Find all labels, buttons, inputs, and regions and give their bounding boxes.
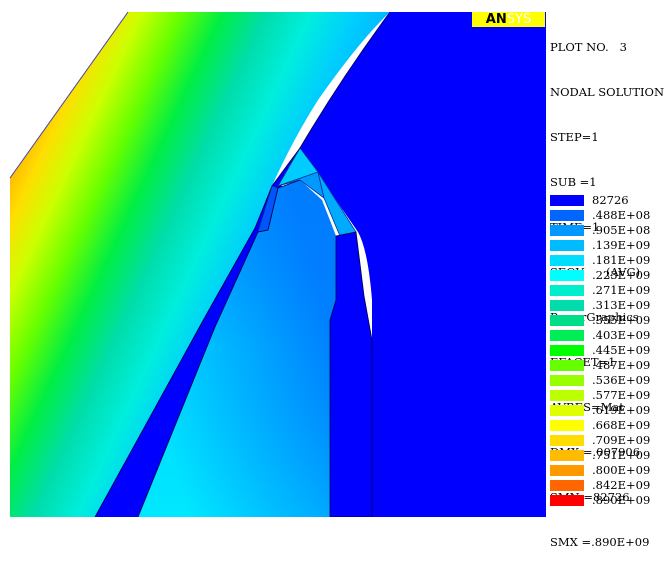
legend-row: .313E+09 (550, 298, 669, 313)
smx-value: SMX =.890E+09 (550, 535, 650, 549)
legend-swatch (550, 210, 584, 221)
legend-swatch (550, 240, 584, 251)
stress-contour-plot (9, 11, 546, 517)
legend-row: .223E+09 (550, 268, 669, 283)
legend-row: .403E+09 (550, 328, 669, 343)
legend-row: .709E+09 (550, 433, 669, 448)
legend-label: .890E+09 (592, 493, 651, 507)
solution-type: NODAL SOLUTION (550, 85, 665, 99)
inner-interface-edge (137, 179, 301, 517)
logo-text-an: AN (485, 12, 507, 27)
legend-label: .668E+09 (592, 418, 651, 432)
inner-shading (138, 180, 336, 517)
legend-label: .577E+09 (592, 388, 651, 402)
legend-swatch (550, 285, 584, 296)
legend-swatch (550, 390, 584, 401)
legend-row: .842E+09 (550, 478, 669, 493)
step-value: STEP=1 (550, 130, 599, 144)
legend-label: .271E+09 (592, 283, 651, 297)
legend-swatch (550, 435, 584, 446)
outer-interface-edge (94, 11, 391, 517)
legend-label: .355E+09 (592, 313, 651, 327)
legend-row: .751E+09 (550, 448, 669, 463)
legend-label: .488E+08 (592, 208, 651, 222)
legend-row: .181E+09 (550, 253, 669, 268)
legend-swatch (550, 225, 584, 236)
legend-row: .271E+09 (550, 283, 669, 298)
legend-row: 82726 (550, 193, 669, 208)
outer-wall-region (10, 12, 390, 517)
legend-swatch (550, 195, 584, 206)
legend-swatch (550, 270, 584, 281)
legend-row: .668E+09 (550, 418, 669, 433)
legend-label: 82726 (592, 193, 629, 207)
legend-swatch (550, 480, 584, 491)
legend-label: .709E+09 (592, 433, 651, 447)
legend-row: .890E+09 (550, 493, 669, 508)
legend-row: .488E+08 (550, 208, 669, 223)
legend-label: .905E+08 (592, 223, 651, 237)
legend-row: .445E+09 (550, 343, 669, 358)
legend-row: .487E+09 (550, 358, 669, 373)
legend-label: .445E+09 (592, 343, 651, 357)
legend-swatch (550, 315, 584, 326)
low-stress-region (300, 12, 546, 517)
legend-row: .905E+08 (550, 223, 669, 238)
substep-value: SUB =1 (550, 175, 597, 189)
legend-label: .139E+09 (592, 238, 651, 252)
legend-row: .577E+09 (550, 388, 669, 403)
legend-label: .313E+09 (592, 298, 651, 312)
legend-swatch (550, 345, 584, 356)
legend-swatch (550, 465, 584, 476)
legend-label: .487E+09 (592, 358, 651, 372)
legend-swatch (550, 300, 584, 311)
legend-label: .403E+09 (592, 328, 651, 342)
legend-label: .223E+09 (592, 268, 651, 282)
legend-swatch (550, 450, 584, 461)
contour-plot-viewport[interactable] (0, 0, 546, 517)
ansys-logo: ANSYS (472, 12, 545, 27)
legend-swatch (550, 330, 584, 341)
legend-label: .800E+09 (592, 463, 651, 477)
legend-swatch (550, 420, 584, 431)
legend-swatch (550, 405, 584, 416)
legend-row: .800E+09 (550, 463, 669, 478)
logo-text-sys: SYS (506, 12, 532, 27)
legend-label: .619E+09 (592, 403, 651, 417)
plot-number: PLOT NO. 3 (550, 40, 627, 54)
legend-swatch (550, 495, 584, 506)
legend-label: .181E+09 (592, 253, 651, 267)
contour-legend: 82726.488E+08.905E+08.139E+09.181E+09.22… (550, 193, 669, 508)
legend-row: .536E+09 (550, 373, 669, 388)
column-region (329, 231, 373, 517)
legend-label: .842E+09 (592, 478, 651, 492)
legend-row: .619E+09 (550, 403, 669, 418)
legend-swatch (550, 360, 584, 371)
legend-label: .751E+09 (592, 448, 651, 462)
legend-row: .355E+09 (550, 313, 669, 328)
outer-boundary-edge (9, 11, 129, 179)
legend-swatch (550, 375, 584, 386)
legend-swatch (550, 255, 584, 266)
legend-label: .536E+09 (592, 373, 651, 387)
legend-row: .139E+09 (550, 238, 669, 253)
gap-band-region (95, 148, 300, 517)
